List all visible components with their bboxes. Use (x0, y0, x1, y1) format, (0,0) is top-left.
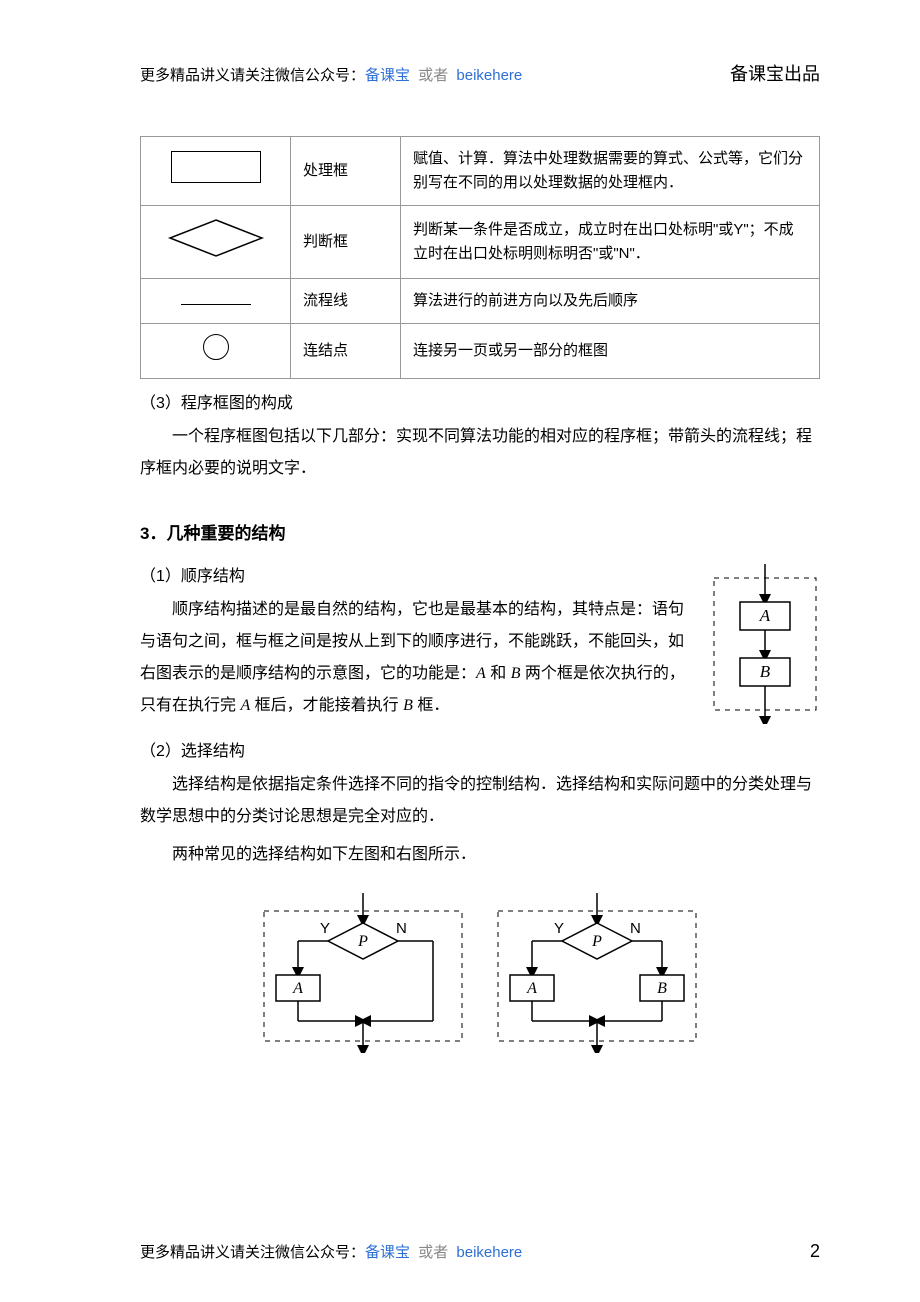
table-row: 连结点 连接另一页或另一部分的框图 (141, 324, 820, 379)
footer-link-2[interactable]: beikehere (456, 1244, 522, 1261)
paragraph: 两种常见的选择结构如下左图和右图所示． (140, 839, 820, 871)
sub1-title: （1）顺序结构 (140, 562, 690, 586)
box-a-label: A (526, 980, 537, 997)
diamond-icon (166, 216, 266, 260)
box-a-label: A (292, 980, 303, 997)
paragraph: 一个程序框图包括以下几部分：实现不同算法功能的相对应的程序框；带箭头的流程线；程… (140, 421, 820, 485)
box-b-label: B (657, 980, 667, 997)
box-a-label: A (759, 606, 771, 625)
cell-desc: 连接另一页或另一部分的框图 (401, 324, 820, 379)
box-b-label: B (760, 662, 771, 681)
rectangle-icon (171, 151, 261, 183)
cell-shape (141, 324, 291, 379)
diamond-p-label: P (357, 933, 368, 950)
page-number: 2 (810, 1241, 820, 1262)
footer-or: 或者 (418, 1244, 448, 1261)
header-left: 更多精品讲义请关注微信公众号：备课宝 或者 beikehere (140, 64, 522, 85)
table-row: 处理框 赋值、计算．算法中处理数据需要的算式、公式等，它们分别写在不同的用以处理… (141, 137, 820, 206)
y-label: Y (554, 920, 564, 937)
cell-desc: 判断某一条件是否成立，成立时在出口处标明"或Y"；不成立时在出口处标明则标明否"… (401, 206, 820, 279)
table-row: 流程线 算法进行的前进方向以及先后顺序 (141, 279, 820, 324)
header-right: 备课宝出品 (730, 60, 820, 86)
cell-shape (141, 137, 291, 206)
cell-shape (141, 279, 291, 324)
sub2-title: （2）选择结构 (140, 737, 820, 761)
cell-name: 判断框 (291, 206, 401, 279)
cell-desc: 算法进行的前进方向以及先后顺序 (401, 279, 820, 324)
n-label: N (396, 920, 407, 937)
footer-left: 更多精品讲义请关注微信公众号：备课宝 或者 beikehere (140, 1241, 522, 1262)
y-label: Y (320, 920, 330, 937)
page-footer: 更多精品讲义请关注微信公众号：备课宝 或者 beikehere 2 (140, 1241, 820, 1262)
paragraph: 顺序结构描述的是最自然的结构，它也是最基本的结构，其特点是：语句与语句之间，框与… (140, 594, 690, 722)
footer-prefix: 更多精品讲义请关注微信公众号： (140, 1244, 365, 1261)
page-header: 更多精品讲义请关注微信公众号：备课宝 或者 beikehere 备课宝出品 (140, 60, 820, 86)
selection-diagrams: P Y N A (140, 893, 820, 1053)
selection-structure-right: P Y N A B (492, 893, 702, 1053)
cell-name: 处理框 (291, 137, 401, 206)
cell-name: 连结点 (291, 324, 401, 379)
table-row: 判断框 判断某一条件是否成立，成立时在出口处标明"或Y"；不成立时在出口处标明则… (141, 206, 820, 279)
cell-desc: 赋值、计算．算法中处理数据需要的算式、公式等，它们分别写在不同的用以处理数据的处… (401, 137, 820, 206)
header-prefix: 更多精品讲义请关注微信公众号： (140, 67, 365, 84)
subsection-3-title: （3）程序框图的构成 (140, 389, 820, 413)
line-icon (181, 304, 251, 305)
header-or: 或者 (418, 67, 448, 84)
cell-name: 流程线 (291, 279, 401, 324)
footer-link-1[interactable]: 备课宝 (365, 1244, 410, 1261)
symbol-table: 处理框 赋值、计算．算法中处理数据需要的算式、公式等，它们分别写在不同的用以处理… (140, 136, 820, 379)
header-link-1[interactable]: 备课宝 (365, 67, 410, 84)
n-label: N (630, 920, 641, 937)
selection-structure-left: P Y N A (258, 893, 468, 1053)
paragraph: 选择结构是依据指定条件选择不同的指令的控制结构．选择结构和实际问题中的分类处理与… (140, 769, 820, 833)
diamond-p-label: P (591, 933, 602, 950)
header-link-2[interactable]: beikehere (456, 67, 522, 84)
cell-shape (141, 206, 291, 279)
circle-icon (203, 334, 229, 360)
section-heading-3: 3．几种重要的结构 (140, 519, 820, 544)
sequence-structure-diagram: A B (710, 564, 820, 724)
